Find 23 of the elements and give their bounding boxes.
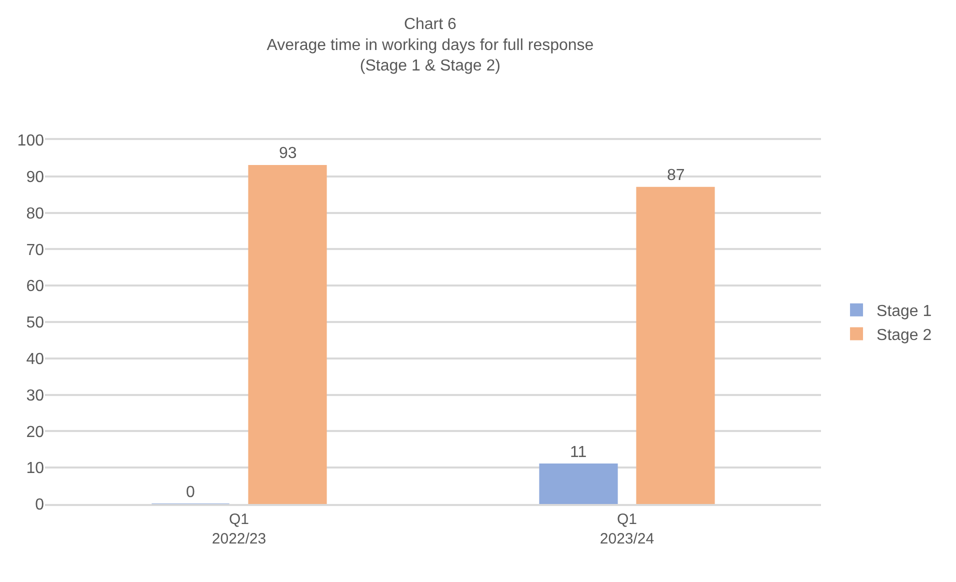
y-tick-label: 40: [26, 351, 44, 368]
bar: [636, 186, 715, 504]
y-tick-label: 30: [26, 387, 44, 404]
bar: [539, 463, 618, 504]
y-tick-label: 20: [26, 424, 44, 441]
data-label: 87: [667, 167, 685, 184]
x-tick-label: Q1 2023/24: [600, 510, 654, 548]
legend-label: Stage 2: [876, 326, 932, 344]
legend-label: Stage 1: [876, 303, 932, 320]
y-tick-label: 70: [26, 242, 44, 259]
y-tick-label: 80: [26, 205, 44, 222]
data-label: 0: [186, 484, 195, 501]
y-tick-label: 10: [26, 460, 44, 478]
y-tick-label: 60: [26, 278, 44, 296]
x-tick-label: Q1 2022/23: [212, 510, 266, 548]
y-tick-label: 50: [26, 314, 44, 332]
y-tick-label: 90: [26, 169, 44, 186]
data-label: 93: [279, 145, 297, 162]
y-tick-label: 100: [17, 132, 44, 150]
data-label: 11: [570, 444, 587, 461]
bar: [248, 164, 327, 504]
y-tick-label: 0: [35, 496, 44, 514]
chart-title: Chart 6 Average time in working days for full response (Stage 1 & Stage 2): [266, 16, 594, 75]
